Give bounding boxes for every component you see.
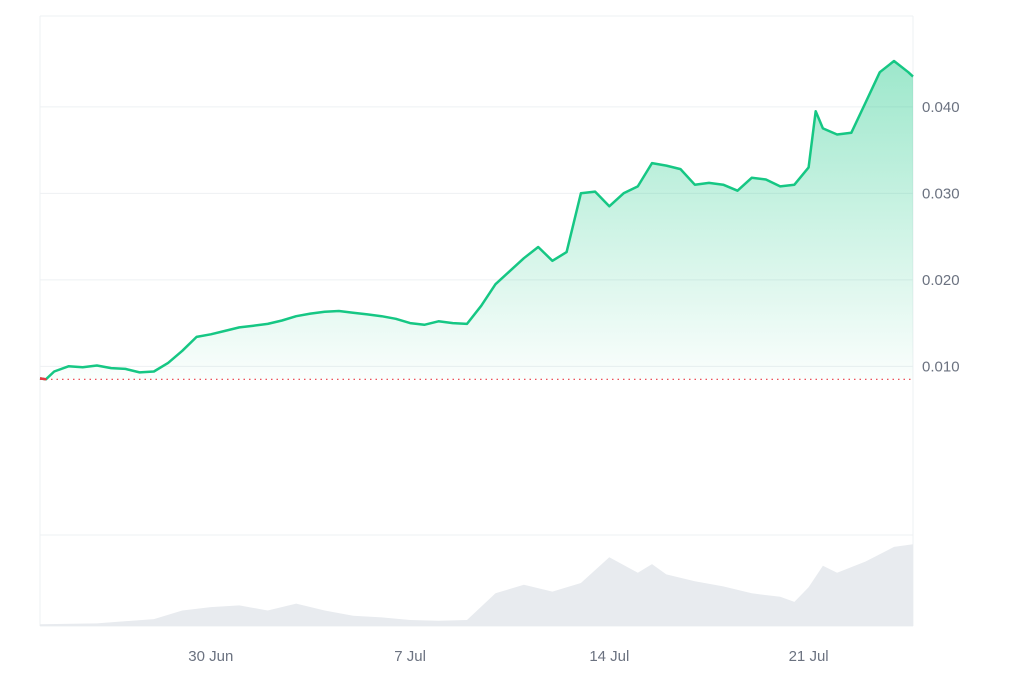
price-area-group <box>40 61 913 380</box>
y-tick-label: 0.040 <box>922 99 960 116</box>
y-axis: 0.010 0.020 0.030 0.040 <box>922 99 960 376</box>
price-area <box>40 61 913 380</box>
x-tick-label: 30 Jun <box>188 648 233 665</box>
y-tick-label: 0.020 <box>922 272 960 289</box>
x-tick-label: 14 Jul <box>589 648 629 665</box>
price-line[interactable] <box>39 59 914 381</box>
volume-area-group <box>40 544 913 626</box>
y-tick-label: 0.030 <box>922 185 960 202</box>
volume-area <box>40 544 913 626</box>
x-axis: 30 Jun 7 Jul 14 Jul 21 Jul <box>188 648 828 665</box>
price-line-group[interactable] <box>39 59 914 381</box>
y-tick-label: 0.010 <box>922 358 960 375</box>
price-line-down-segment <box>39 377 47 381</box>
x-tick-label: 7 Jul <box>394 648 426 665</box>
x-tick-label: 21 Jul <box>789 648 829 665</box>
